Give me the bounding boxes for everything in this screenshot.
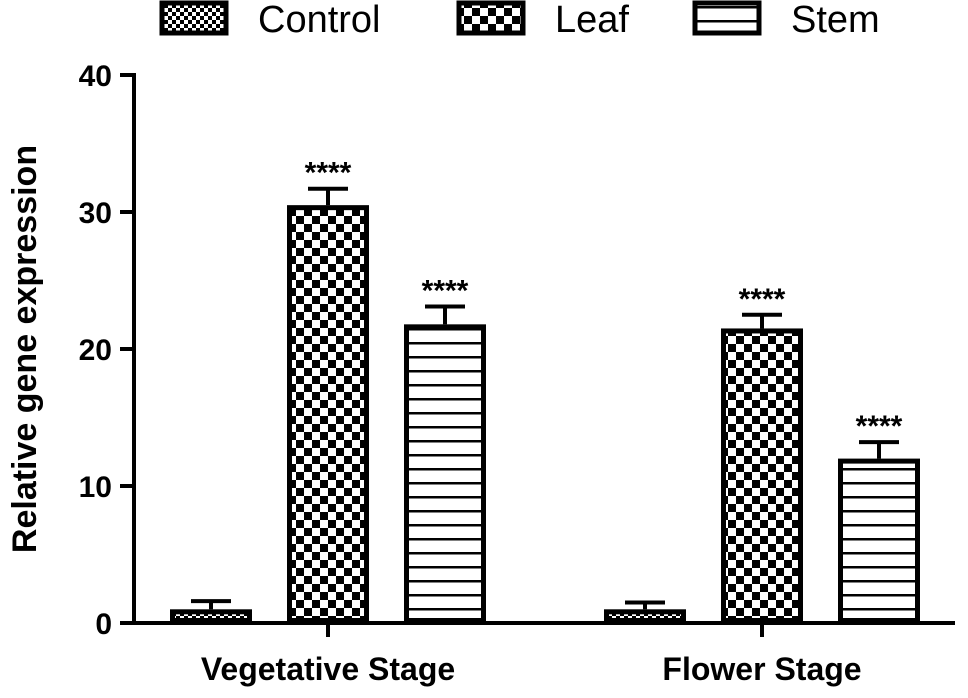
bar-0-1: [287, 205, 369, 623]
bar-0-0: [170, 609, 252, 623]
bar-group-0-2: ****: [404, 275, 486, 623]
bar-group-0-0: [170, 599, 252, 623]
significance-label-0-2: ****: [422, 275, 469, 308]
y-axis: 0 10 20 30 40: [79, 60, 136, 641]
legend-label-0: Control: [258, 0, 381, 41]
bar-1-0: [604, 609, 686, 623]
bar-group-0-1: ****: [287, 157, 369, 623]
legend-swatch-1: [456, 0, 526, 36]
y-tick-label-4: 40: [79, 60, 112, 93]
legend-label-2: Stem: [791, 0, 880, 41]
legend: Control Leaf Stem: [159, 0, 880, 41]
legend-label-1: Leaf: [555, 0, 629, 41]
bar-1-1: [721, 328, 803, 623]
y-tick-label-0: 0: [95, 608, 112, 641]
x-category-label-0: Vegetative Stage: [201, 651, 455, 687]
bar-0-2: [404, 324, 486, 623]
bar-group-1-0: [604, 600, 686, 623]
y-axis-title: Relative gene expression: [6, 145, 44, 553]
bar-group-1-2: ****: [838, 410, 920, 623]
bars: **** **** **** ****: [170, 157, 920, 623]
y-tick-label-1: 10: [79, 471, 112, 504]
significance-label-1-2: ****: [856, 410, 903, 443]
significance-label-0-1: ****: [305, 157, 352, 190]
significance-label-1-1: ****: [739, 283, 786, 316]
x-category-label-1: Flower Stage: [662, 651, 861, 687]
legend-swatch-2: [692, 0, 762, 36]
y-tick-label-3: 30: [79, 197, 112, 230]
legend-swatch-0: [159, 0, 229, 36]
bar-group-1-1: ****: [721, 283, 803, 623]
bar-1-2: [838, 458, 920, 623]
y-tick-label-2: 20: [79, 334, 112, 367]
x-axis: Vegetative Stage Flower Stage: [132, 621, 955, 687]
